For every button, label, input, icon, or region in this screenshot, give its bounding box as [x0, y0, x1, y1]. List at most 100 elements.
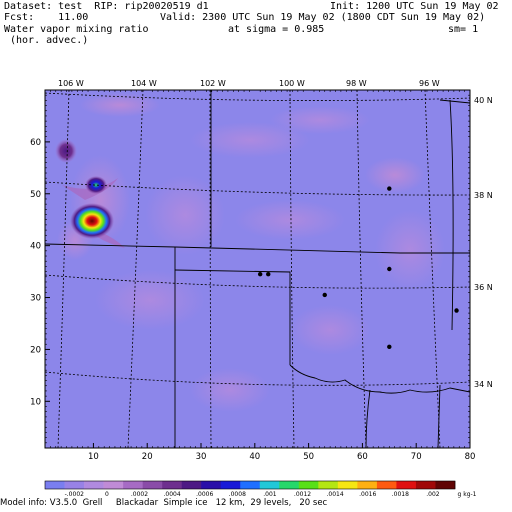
forecast-label: Fcst: 11.00	[4, 12, 89, 23]
latitude-label: 34 N	[474, 380, 493, 389]
state-border	[174, 269, 291, 365]
city-marker	[266, 271, 271, 277]
city-marker	[454, 308, 459, 313]
lat-lon-grid	[45, 90, 470, 448]
soft-feature	[190, 368, 270, 412]
colorbar-swatch	[240, 481, 261, 489]
model-info: Model info: V3.5.0 Grell Blackadar Simpl…	[0, 498, 328, 508]
colorbar-swatch	[376, 481, 397, 489]
x-tick-label: 10	[88, 452, 99, 462]
field-shading	[55, 93, 445, 412]
longitude-label: 98 W	[346, 79, 367, 88]
y-tick-label: 50	[30, 190, 41, 200]
city-marker	[387, 186, 392, 191]
colorbar-swatch	[318, 481, 339, 489]
colorbar-label: .0018	[392, 491, 409, 498]
x-tick-label: 70	[411, 452, 422, 462]
colorbar-label: .0014	[327, 491, 344, 498]
colorbar-label: .0006	[196, 491, 213, 498]
colorbar-label: .0012	[294, 491, 311, 498]
colorbar-label: .0002	[131, 491, 148, 498]
colorbar-label: .0016	[359, 491, 376, 498]
city-marker	[257, 271, 263, 277]
state-border	[365, 389, 371, 448]
colorbar-swatch	[357, 481, 378, 489]
state-border	[45, 243, 470, 254]
longitude-label: 100 W	[279, 79, 305, 88]
init-label: Init: 1200 UTC Sun 19 May 02	[330, 1, 499, 12]
state-border	[439, 99, 470, 104]
y-tick-label: 20	[30, 345, 41, 355]
parallel-line	[45, 274, 470, 289]
parallel-line	[45, 92, 470, 101]
latitude-label: 40 N	[474, 96, 493, 105]
city-markers	[257, 186, 459, 350]
latitude-label: 36 N	[474, 283, 493, 292]
plot-frame	[44, 89, 471, 449]
soft-feature	[235, 200, 345, 240]
state-border	[449, 99, 454, 331]
colorbar-swatch	[220, 481, 241, 489]
x-tick-label: 60	[357, 452, 368, 462]
parallel-line	[45, 181, 470, 196]
soft-feature	[145, 175, 225, 255]
colorbar-swatch	[279, 481, 300, 489]
city-marker	[322, 292, 327, 298]
colorbar-swatch	[123, 481, 143, 489]
colorbar-frame	[44, 480, 456, 490]
latitude-label: 38 N	[474, 191, 493, 200]
colorbar-swatch	[162, 481, 182, 489]
colorbar-swatch	[259, 481, 280, 489]
y-axis: 10 20 30 40 50 60	[30, 94, 470, 449]
x-tick-label: 20	[142, 452, 153, 462]
soft-feature	[290, 305, 370, 355]
colorbar-swatch	[64, 481, 85, 489]
y-tick-label: 60	[30, 138, 41, 148]
colorbar-label: .0008	[229, 491, 246, 498]
state-border	[437, 384, 441, 448]
state-borders	[45, 90, 470, 448]
colorbar-swatch	[201, 481, 222, 489]
city-marker	[387, 344, 392, 350]
y-tick-label: 10	[30, 397, 41, 407]
subfield-label: (hor. advec.)	[10, 35, 89, 46]
longitude-label: 104 W	[131, 79, 157, 88]
colorbar-swatch	[298, 481, 319, 489]
colorbar-swatch	[396, 481, 417, 489]
y-tick-label: 40	[30, 242, 41, 252]
colorbar-swatch	[142, 481, 163, 489]
colorbar-label: .001	[263, 491, 277, 498]
dataset-label: Dataset: test RIP: rip20020519 d1	[4, 1, 209, 12]
x-tick-label: 50	[303, 452, 314, 462]
field-label: Water vapor mixing ratio	[4, 24, 149, 35]
longitude-label: 102 W	[200, 79, 226, 88]
x-tick-label: 40	[249, 452, 260, 462]
y-tick-label: 30	[30, 294, 41, 304]
colorbar: -.0002 0 .0002 .0004 .0006 .0008 .001 .0012 .001…	[44, 480, 477, 498]
soft-feature	[375, 210, 445, 290]
x-axis: 10 20 30 40 50 60 70 80	[44, 90, 476, 462]
colorbar-label: .0004	[164, 491, 181, 498]
soft-feature	[270, 106, 370, 134]
colorbar-label: g kg-1	[458, 491, 477, 498]
colorbar-label: 0	[105, 491, 109, 498]
x-tick-label: 30	[196, 452, 207, 462]
parallel-line	[45, 371, 470, 386]
colorbar-swatch	[415, 481, 436, 489]
colorbar-label: -.0002	[65, 491, 85, 498]
soft-feature	[95, 270, 205, 330]
longitude-label: 96 W	[419, 79, 440, 88]
colorbar-swatch	[181, 481, 202, 489]
longitude-label: 106 W	[58, 79, 84, 88]
colorbar-swatch	[435, 481, 456, 489]
x-tick-label: 80	[465, 452, 476, 462]
colorbar-swatch	[103, 481, 124, 489]
state-border	[289, 364, 470, 394]
colorbar-swatch	[337, 481, 358, 489]
valid-label: Valid: 2300 UTC Sun 19 May 02 (1800 CDT …	[160, 12, 486, 23]
soft-feature	[80, 93, 160, 117]
soft-feature	[190, 122, 310, 158]
sigma-label: at sigma = 0.985	[228, 24, 325, 35]
soft-feature	[365, 157, 425, 193]
